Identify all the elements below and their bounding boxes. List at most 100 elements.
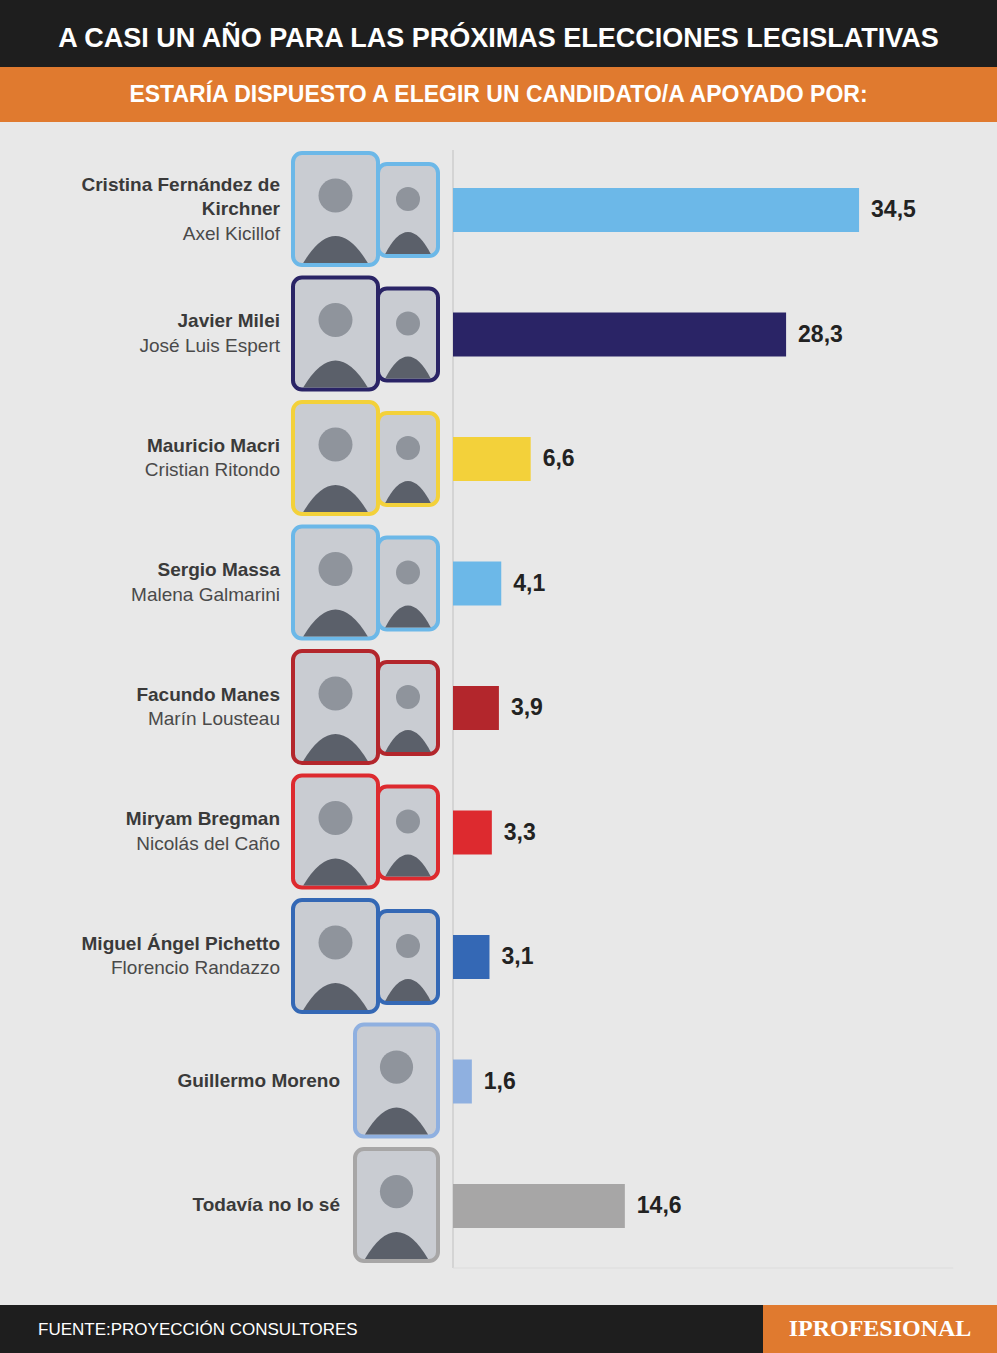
subcategory-label: José Luis Espert bbox=[140, 335, 281, 356]
category-label-line: Sergio Massa bbox=[158, 559, 281, 580]
category-label: Mauricio Macri bbox=[147, 435, 280, 456]
photo-body bbox=[303, 734, 368, 761]
photo-head bbox=[396, 311, 420, 335]
category-label: Miguel Ángel Pichetto bbox=[82, 933, 280, 954]
photo-frame bbox=[378, 538, 438, 630]
subtitle: ESTARÍA DISPUESTO A ELEGIR UN CANDIDATO/… bbox=[129, 80, 867, 107]
photo-group bbox=[293, 900, 438, 1012]
category-label: Sergio Massa bbox=[158, 559, 281, 580]
photo-body bbox=[303, 361, 368, 388]
subcategory-label: Axel Kicillof bbox=[183, 223, 281, 244]
bar bbox=[453, 562, 501, 606]
photo-head bbox=[396, 560, 420, 584]
photo-group bbox=[355, 1149, 438, 1261]
background bbox=[0, 0, 997, 1353]
brand-band bbox=[763, 1305, 997, 1353]
photo-body bbox=[303, 983, 368, 1010]
photo-body bbox=[365, 1232, 428, 1259]
chart: A CASI UN AÑO PARA LAS PRÓXIMAS ELECCION… bbox=[0, 0, 997, 1353]
photo-frame bbox=[378, 911, 438, 1003]
photo-frame bbox=[293, 527, 378, 639]
photo-body bbox=[385, 606, 431, 628]
photo-body bbox=[303, 485, 368, 512]
photo-body bbox=[385, 730, 431, 752]
photo-head bbox=[396, 934, 420, 958]
photo-group bbox=[293, 651, 438, 763]
photo-head bbox=[380, 1050, 413, 1083]
photo-body bbox=[385, 855, 431, 877]
bar bbox=[453, 935, 489, 979]
photo-head bbox=[396, 187, 420, 211]
category-label-line: Todavía no lo sé bbox=[193, 1194, 340, 1215]
photo-head bbox=[396, 436, 420, 460]
bar bbox=[453, 313, 786, 357]
photo-head bbox=[319, 926, 353, 960]
photo-group bbox=[355, 1025, 438, 1137]
bar bbox=[453, 686, 499, 730]
bar bbox=[453, 1060, 472, 1104]
subcategory-label: Florencio Randazzo bbox=[111, 957, 280, 978]
photo-body bbox=[385, 979, 431, 1001]
photo-head bbox=[396, 809, 420, 833]
photo-body bbox=[385, 232, 431, 254]
bar bbox=[453, 188, 859, 232]
brand: IPROFESIONAL bbox=[789, 1315, 972, 1341]
category-label: Miryam Bregman bbox=[126, 808, 280, 829]
photo-frame bbox=[378, 164, 438, 256]
photo-group bbox=[293, 153, 438, 265]
photo-frame bbox=[293, 402, 378, 514]
photo-frame bbox=[293, 776, 378, 888]
footer-band bbox=[0, 1305, 997, 1353]
bar bbox=[453, 811, 492, 855]
photo-head bbox=[319, 552, 353, 586]
category-label-line: Miguel Ángel Pichetto bbox=[82, 933, 280, 954]
category-label-line: Mauricio Macri bbox=[147, 435, 280, 456]
bar bbox=[453, 437, 531, 481]
photo-body bbox=[303, 859, 368, 886]
photo-frame bbox=[378, 289, 438, 381]
subcategory-label: Cristian Ritondo bbox=[145, 459, 280, 480]
photo-head bbox=[319, 428, 353, 462]
photo-frame bbox=[378, 787, 438, 879]
photo-head bbox=[396, 685, 420, 709]
category-label-line: Cristina Fernández de bbox=[82, 174, 281, 195]
photo-frame bbox=[293, 651, 378, 763]
photo-group bbox=[293, 402, 438, 514]
photo-group bbox=[293, 278, 438, 390]
photo-frame bbox=[293, 900, 378, 1012]
category-label: Guillermo Moreno bbox=[177, 1070, 340, 1091]
data-label: 3,9 bbox=[511, 694, 543, 720]
category-label: Javier Milei bbox=[178, 310, 280, 331]
bars bbox=[453, 188, 859, 1228]
subcategory-label: Nicolás del Caño bbox=[136, 833, 280, 854]
photo-body bbox=[303, 610, 368, 637]
photo-frame bbox=[355, 1149, 438, 1261]
data-label: 4,1 bbox=[513, 570, 545, 596]
data-label: 3,3 bbox=[504, 819, 536, 845]
photo-frame bbox=[293, 153, 378, 265]
category-label-line: Miryam Bregman bbox=[126, 808, 280, 829]
bar bbox=[453, 1184, 625, 1228]
photo-head bbox=[319, 801, 353, 835]
category-label-line: Kirchner bbox=[202, 198, 281, 219]
data-label: 14,6 bbox=[637, 1192, 682, 1218]
photo-body bbox=[385, 481, 431, 503]
photo-frame bbox=[378, 413, 438, 505]
category-label: Facundo Manes bbox=[136, 684, 280, 705]
category-label-line: Facundo Manes bbox=[136, 684, 280, 705]
subtitle-band bbox=[0, 67, 997, 122]
data-label: 3,1 bbox=[501, 943, 533, 969]
photo-group bbox=[293, 527, 438, 639]
category-label: Todavía no lo sé bbox=[193, 1194, 340, 1215]
photo-body bbox=[303, 236, 368, 263]
subcategory-label: Malena Galmarini bbox=[131, 584, 280, 605]
photo-head bbox=[319, 677, 353, 711]
data-label: 6,6 bbox=[543, 445, 575, 471]
photo-frame bbox=[355, 1025, 438, 1137]
data-label: 28,3 bbox=[798, 321, 843, 347]
photo-head bbox=[319, 303, 353, 337]
category-label-line: Guillermo Moreno bbox=[177, 1070, 340, 1091]
photo-frame bbox=[293, 278, 378, 390]
source: FUENTE:PROYECCIÓN CONSULTORES bbox=[38, 1320, 358, 1339]
title: A CASI UN AÑO PARA LAS PRÓXIMAS ELECCION… bbox=[58, 22, 939, 53]
